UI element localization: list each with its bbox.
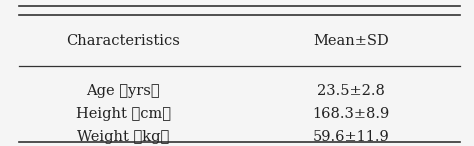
Text: 59.6±11.9: 59.6±11.9 [312, 130, 389, 144]
Text: Characteristics: Characteristics [66, 34, 180, 48]
Text: Height （cm）: Height （cm） [76, 107, 171, 121]
Text: Mean±SD: Mean±SD [313, 34, 389, 48]
Text: 168.3±8.9: 168.3±8.9 [312, 107, 389, 121]
Text: Age （yrs）: Age （yrs） [86, 84, 160, 98]
Text: Weight （kg）: Weight （kg） [77, 130, 169, 144]
Text: 23.5±2.8: 23.5±2.8 [317, 84, 385, 98]
